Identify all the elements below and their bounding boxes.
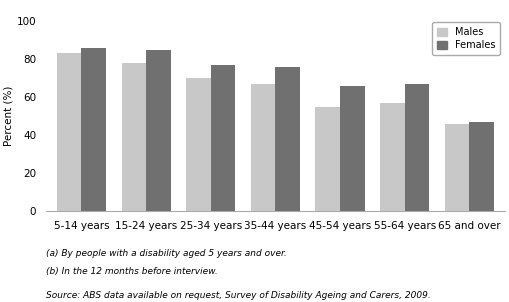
Bar — [275, 67, 299, 211]
Text: Source: ABS data available on request, Survey of Disability Ageing and Carers, 2: Source: ABS data available on request, S… — [46, 291, 430, 300]
Bar — [210, 65, 235, 211]
Bar — [57, 53, 81, 211]
Bar — [315, 107, 340, 211]
Text: (b) In the 12 months before interview.: (b) In the 12 months before interview. — [46, 267, 217, 276]
Bar — [379, 103, 404, 211]
Bar — [468, 122, 493, 211]
Text: (a) By people with a disability aged 5 years and over.: (a) By people with a disability aged 5 y… — [46, 249, 286, 258]
Bar — [404, 84, 429, 211]
Bar — [81, 48, 106, 211]
Bar — [340, 86, 364, 211]
Y-axis label: Percent (%): Percent (%) — [4, 86, 14, 146]
Bar — [121, 63, 146, 211]
Bar — [250, 84, 275, 211]
Legend: Males, Females: Males, Females — [432, 22, 499, 55]
Bar — [186, 78, 210, 211]
Bar — [146, 50, 171, 211]
Bar — [444, 124, 468, 211]
